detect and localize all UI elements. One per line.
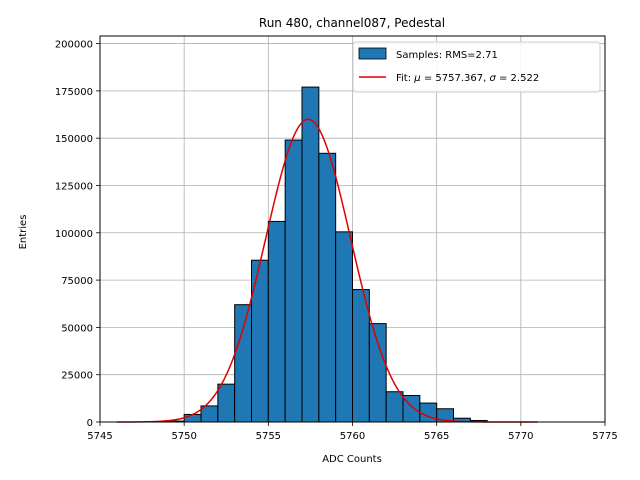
x-tick-label: 5755 xyxy=(256,431,281,442)
y-tick-label: 0 xyxy=(87,418,93,429)
histogram-bar xyxy=(301,86,320,423)
x-tick-label: 5745 xyxy=(87,431,112,442)
legend-fit-prefix: Fit: xyxy=(396,73,414,84)
histogram-bar xyxy=(335,231,353,423)
x-tick-label: 5750 xyxy=(171,431,196,442)
legend-fit-mu-symbol: μ xyxy=(413,73,420,84)
x-axis-label: ADC Counts xyxy=(322,454,382,465)
legend-fit-label: Fit: μ = 5757.367, σ = 2.522 xyxy=(396,73,539,84)
x-tick-label: 5775 xyxy=(592,431,617,442)
histogram-bars xyxy=(166,86,488,423)
y-axis-label: Entries xyxy=(18,215,29,250)
histogram-bar xyxy=(419,402,438,423)
x-tick-label: 5760 xyxy=(340,431,365,442)
y-tick-label: 50000 xyxy=(61,323,93,334)
y-tick-label: 100000 xyxy=(55,229,93,240)
legend-samples-swatch xyxy=(358,47,387,60)
legend-samples-label: Samples: RMS=2.71 xyxy=(396,50,498,61)
legend-fit-sigma-symbol: σ xyxy=(489,73,496,84)
x-tick-label: 5770 xyxy=(508,431,533,442)
x-tick-label: 5765 xyxy=(424,431,449,442)
histogram-bar xyxy=(284,139,303,423)
y-tick-label: 150000 xyxy=(55,134,93,145)
legend: Samples: RMS=2.71 Fit: μ = 5757.367, σ =… xyxy=(352,41,601,93)
x-axis-ticks: 5745 5750 5755 5760 5765 5770 5775 xyxy=(87,422,618,442)
legend-fit-sigma-value: = 2.522 xyxy=(496,73,539,84)
legend-fit-mu-value: = 5757.367, xyxy=(421,73,490,84)
chart-title: Run 480, channel087, Pedestal xyxy=(259,16,445,30)
histogram-bar xyxy=(251,259,269,423)
legend-box xyxy=(352,41,601,93)
histogram-bar xyxy=(217,383,236,423)
histogram-bar xyxy=(318,152,337,423)
histogram-bar xyxy=(352,289,370,423)
histogram-bar xyxy=(385,391,404,423)
y-tick-label: 125000 xyxy=(55,181,93,192)
y-axis-ticks: 0 25000 50000 75000 100000 125000 150000 175000… xyxy=(55,40,100,429)
histogram-bar xyxy=(267,220,286,423)
histogram-bar xyxy=(368,323,387,423)
histogram-bar xyxy=(234,304,253,423)
y-tick-label: 175000 xyxy=(55,87,93,98)
y-tick-label: 25000 xyxy=(61,371,93,382)
y-tick-label: 75000 xyxy=(61,276,93,287)
y-tick-label: 200000 xyxy=(55,40,93,51)
histogram-bar xyxy=(183,413,202,423)
